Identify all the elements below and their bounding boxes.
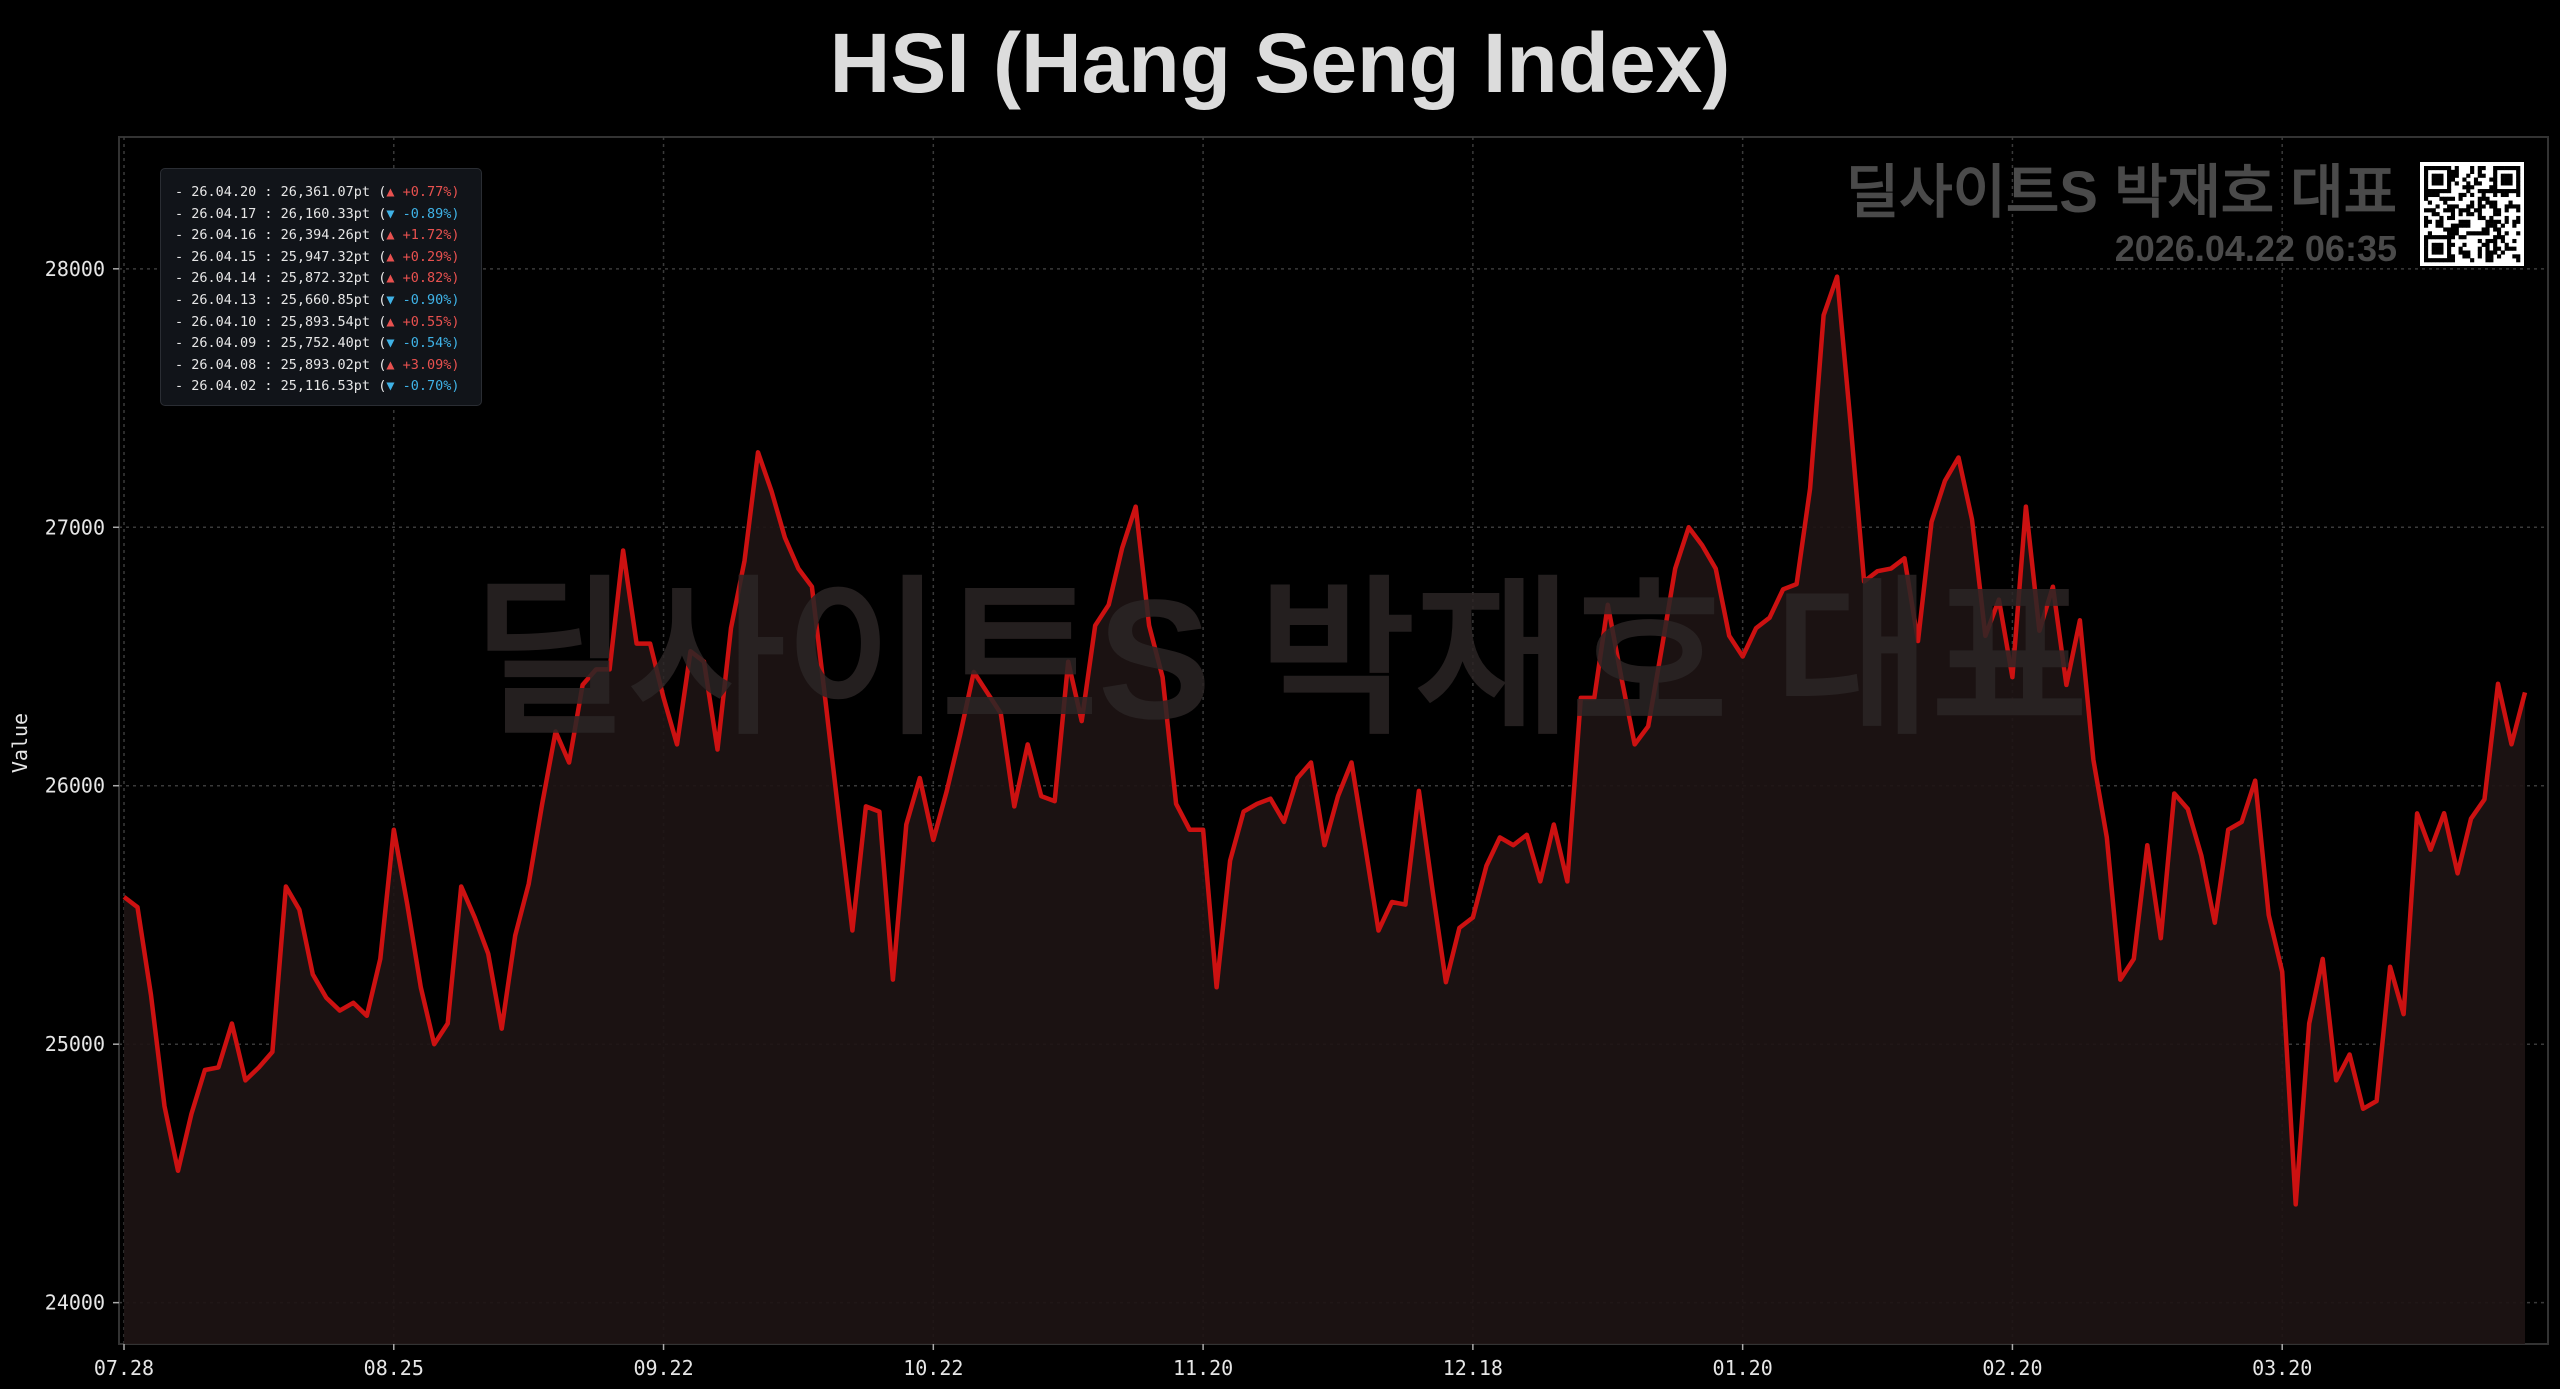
y-tick-label: 26000 — [45, 774, 105, 798]
legend-date-value: - 26.04.13 : 25,660.85pt ( — [175, 291, 387, 308]
legend-change-up: ▲ +3.09% — [386, 356, 452, 373]
legend-row: - 26.04.10 : 25,893.54pt (▲ +0.55%) — [175, 313, 460, 330]
legend-date-value: - 26.04.14 : 25,872.32pt ( — [175, 270, 387, 287]
y-tick-label: 28000 — [45, 257, 105, 281]
legend-row: - 26.04.02 : 25,116.53pt (▼ -0.70%) — [175, 378, 460, 395]
qr-code-icon — [2420, 162, 2524, 266]
area-fill — [124, 276, 2525, 1345]
legend-date-value: - 26.04.17 : 26,160.33pt ( — [175, 205, 387, 222]
legend-row: - 26.04.08 : 25,893.02pt (▲ +3.09%) — [175, 356, 460, 373]
y-tick-label: 25000 — [45, 1032, 105, 1056]
legend-row: - 26.04.16 : 26,394.26pt (▲ +1.72%) — [175, 227, 460, 244]
y-tick-label: 27000 — [45, 515, 105, 539]
x-tick-label: 03.20 — [2252, 1356, 2312, 1380]
legend-change-down: ▼ -0.90% — [386, 291, 452, 308]
x-tick-label: 02.20 — [1982, 1356, 2042, 1380]
legend-change-up: ▲ +0.77% — [386, 184, 452, 200]
y-axis-label: Value — [8, 713, 32, 773]
legend-change-down: ▼ -0.70% — [386, 378, 452, 395]
legend-row: - 26.04.14 : 25,872.32pt (▲ +0.82%) — [175, 270, 460, 287]
brand-block: 딜사이트S 박재호 대표 2026.04.22 06:35 — [1846, 158, 2397, 270]
x-tick-label: 12.18 — [1443, 1356, 1503, 1380]
recent-values-legend: - 26.04.20 : 26,361.07pt (▲ +0.77%) - 26.… — [160, 168, 482, 406]
legend-date-value: - 26.04.08 : 25,893.02pt ( — [175, 356, 387, 373]
legend-row: - 26.04.20 : 26,361.07pt (▲ +0.77%) — [175, 184, 460, 200]
x-tick-label: 09.22 — [633, 1356, 693, 1380]
legend-row: - 26.04.15 : 25,947.32pt (▲ +0.29%) — [175, 248, 460, 265]
legend-date-value: - 26.04.20 : 26,361.07pt ( — [175, 184, 387, 200]
legend-change-up: ▲ +0.82% — [386, 270, 452, 287]
legend-row: - 26.04.09 : 25,752.40pt (▼ -0.54%) — [175, 335, 460, 352]
legend-row: - 26.04.13 : 25,660.85pt (▼ -0.90%) — [175, 291, 460, 308]
watermark: 딜사이트S 박재호 대표 — [472, 565, 2088, 755]
legend-date-value: - 26.04.15 : 25,947.32pt ( — [175, 248, 387, 265]
x-tick-label: 01.20 — [1713, 1356, 1773, 1380]
x-tick-label: 11.20 — [1173, 1356, 1233, 1380]
legend-date-value: - 26.04.16 : 26,394.26pt ( — [175, 227, 387, 244]
legend-change-up: ▲ +0.55% — [386, 313, 452, 330]
x-tick-label: 07.28 — [94, 1356, 154, 1380]
x-tick-label: 10.22 — [903, 1356, 963, 1380]
legend-date-value: - 26.04.02 : 25,116.53pt ( — [175, 378, 387, 395]
legend-date-value: - 26.04.10 : 25,893.54pt ( — [175, 313, 387, 330]
y-tick-label: 24000 — [45, 1291, 105, 1315]
legend-change-up: ▲ +1.72% — [386, 227, 452, 244]
legend-change-down: ▼ -0.89% — [386, 205, 452, 222]
x-tick-label: 08.25 — [364, 1356, 424, 1380]
legend-change-up: ▲ +0.29% — [386, 248, 452, 265]
legend-row: - 26.04.17 : 26,160.33pt (▼ -0.89%) — [175, 205, 460, 222]
legend-change-down: ▼ -0.54% — [386, 335, 452, 352]
brand-name: 딜사이트S 박재호 대표 — [1845, 160, 2397, 225]
brand-timestamp: 2026.04.22 06:35 — [2114, 228, 2397, 269]
legend-date-value: - 26.04.09 : 25,752.40pt ( — [175, 335, 387, 352]
chart-title: HSI (Hang Seng Index) — [829, 16, 1731, 110]
